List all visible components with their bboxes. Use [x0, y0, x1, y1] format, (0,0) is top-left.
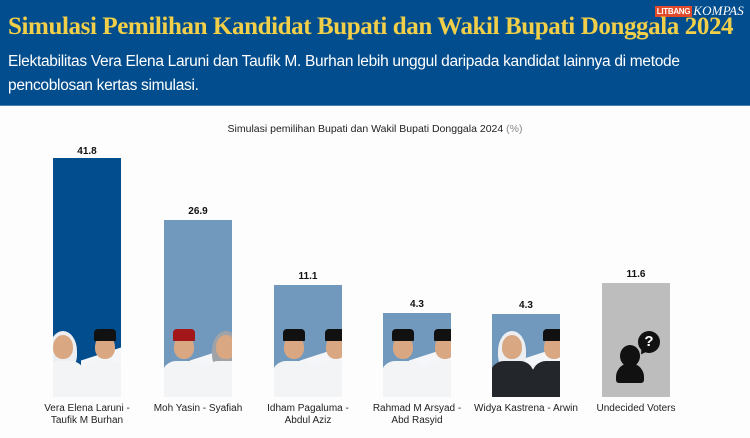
candidate-male-icon	[83, 327, 121, 397]
chart-title: Simulasi pemilihan Bupati dan Wakil Bupa…	[0, 123, 750, 135]
category-label: Rahmad M Arsyad - Abd Rasyid	[372, 403, 462, 426]
header-banner: LITBANG KOMPAS Simulasi Pemilihan Kandid…	[0, 0, 750, 106]
chart-title-text: Simulasi pemilihan Bupati dan Wakil Bupa…	[227, 123, 504, 135]
bar-widya-arwin	[492, 314, 560, 397]
bar-yasin-syafiah	[164, 220, 232, 397]
brand-kompas: KOMPAS	[693, 3, 744, 18]
bar-value: 26.9	[188, 206, 208, 217]
category-label: Idham Pagaluma - Abdul Aziz	[267, 403, 349, 426]
candidate-male-icon	[423, 327, 451, 397]
page-title: Simulasi Pemilihan Kandidat Bupati dan W…	[8, 13, 734, 40]
candidate-male-icon	[274, 327, 316, 397]
bar-vera-taufik	[53, 158, 121, 397]
category-label: Moh Yasin - Syafiah	[153, 403, 243, 414]
category-label: Vera Elena Laruni - Taufik M Burhan	[44, 403, 130, 426]
candidate-photo	[274, 321, 342, 397]
chart-unit: (%)	[506, 123, 523, 135]
candidate-female-icon	[204, 327, 232, 397]
litbang-kompas-logo: LITBANG KOMPAS	[654, 3, 744, 19]
bar-value: 4.3	[519, 300, 533, 311]
candidate-photo	[164, 321, 232, 397]
bar-rahmad-abd	[383, 313, 451, 397]
candidate-female-icon	[53, 327, 85, 397]
candidate-male-icon	[164, 327, 206, 397]
page-subtitle: Elektabilitas Vera Elena Laruni dan Tauf…	[8, 53, 680, 94]
candidate-male-icon	[383, 327, 425, 397]
bar-idham-abdul	[274, 285, 342, 397]
bar-value: 41.8	[77, 146, 97, 157]
candidate-male-icon	[532, 327, 560, 397]
candidate-photo	[383, 321, 451, 397]
person-question-icon: ?	[616, 331, 660, 383]
bar-value: 11.6	[626, 269, 646, 280]
brand-litbang: LITBANG	[654, 5, 693, 17]
candidate-photo	[53, 321, 121, 397]
candidate-photo	[492, 321, 560, 397]
bar-undecided: ?	[602, 283, 670, 397]
bar-value: 4.3	[410, 299, 424, 310]
bar-value: 11.1	[298, 271, 318, 282]
category-label: Undecided Voters	[596, 403, 676, 414]
candidate-female-icon	[492, 327, 534, 397]
candidate-male-icon	[314, 327, 342, 397]
category-label: Widya Kastrena - Arwin	[474, 403, 578, 414]
